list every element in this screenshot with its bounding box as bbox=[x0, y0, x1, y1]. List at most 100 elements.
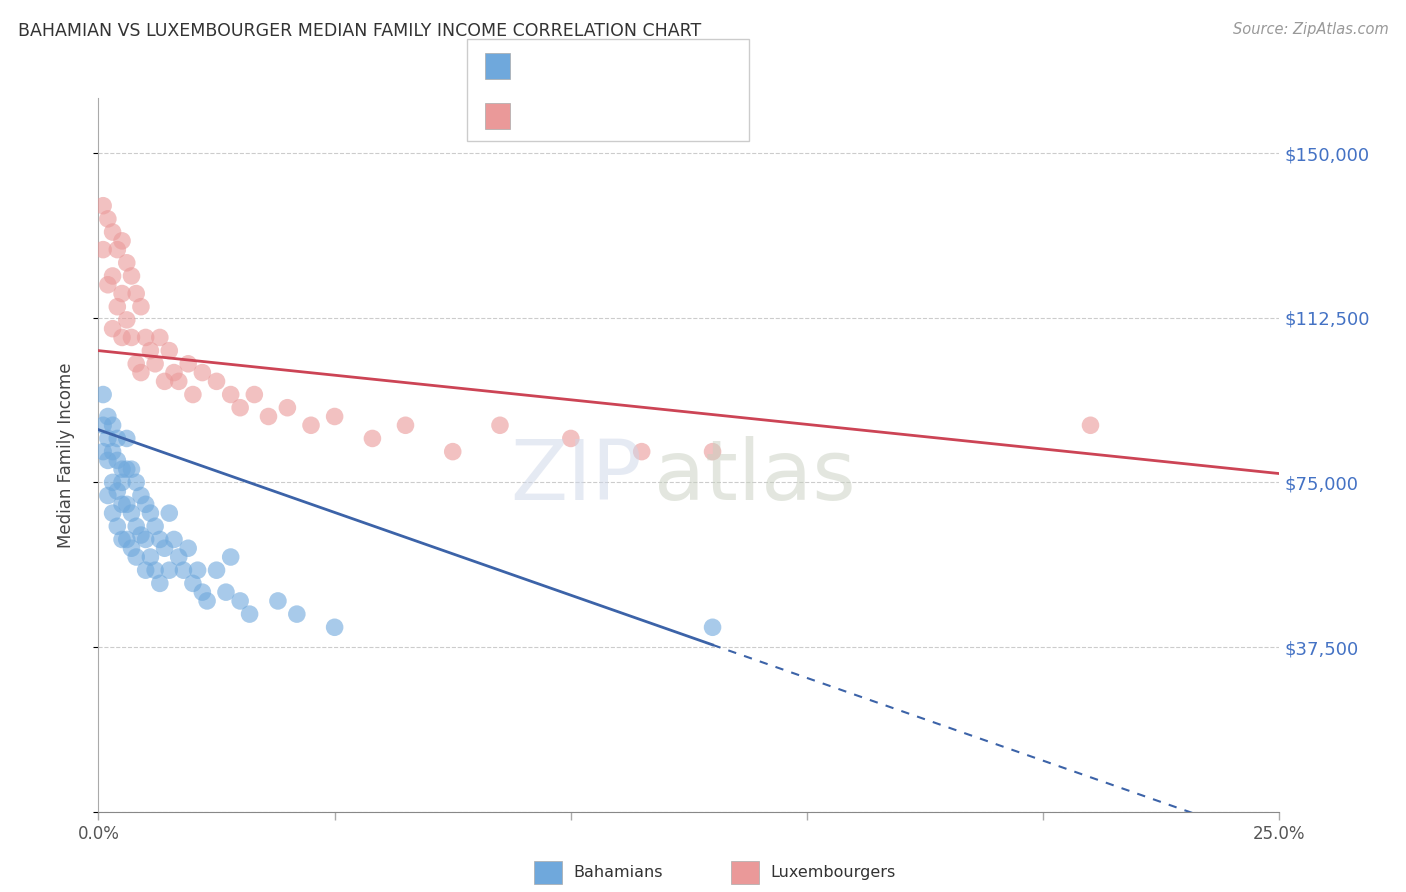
Text: ZIP: ZIP bbox=[510, 436, 641, 516]
Point bbox=[129, 528, 152, 542]
Point bbox=[105, 243, 128, 257]
Point bbox=[167, 375, 190, 389]
Point bbox=[215, 585, 238, 599]
Text: R =: R = bbox=[524, 107, 564, 125]
Point bbox=[105, 453, 128, 467]
Point bbox=[101, 506, 124, 520]
Point bbox=[97, 409, 120, 424]
Point bbox=[489, 418, 512, 433]
Point bbox=[125, 519, 148, 533]
Point bbox=[91, 444, 114, 458]
Point bbox=[219, 549, 242, 564]
Point bbox=[157, 563, 180, 577]
Text: Luxembourgers: Luxembourgers bbox=[770, 865, 896, 880]
Text: Source: ZipAtlas.com: Source: ZipAtlas.com bbox=[1233, 22, 1389, 37]
Point bbox=[149, 533, 172, 547]
Point bbox=[394, 418, 416, 433]
Point bbox=[111, 330, 134, 344]
Point bbox=[129, 366, 152, 380]
Point bbox=[323, 409, 346, 424]
Point bbox=[285, 607, 308, 621]
Point bbox=[177, 541, 200, 556]
Point bbox=[115, 533, 138, 547]
Point bbox=[125, 286, 148, 301]
Text: N =: N = bbox=[637, 57, 676, 75]
Point bbox=[105, 300, 128, 314]
Text: Bahamians: Bahamians bbox=[574, 865, 664, 880]
Point bbox=[111, 475, 134, 490]
Point bbox=[121, 462, 143, 476]
Point bbox=[101, 321, 124, 335]
Point bbox=[187, 563, 209, 577]
Point bbox=[257, 409, 280, 424]
Point bbox=[97, 453, 120, 467]
Point bbox=[125, 549, 148, 564]
Point bbox=[191, 585, 214, 599]
Point bbox=[125, 357, 148, 371]
Point bbox=[139, 549, 162, 564]
Point bbox=[219, 387, 242, 401]
Point bbox=[101, 418, 124, 433]
Point bbox=[111, 462, 134, 476]
Point bbox=[243, 387, 266, 401]
Point bbox=[630, 444, 652, 458]
Point bbox=[139, 506, 162, 520]
Point bbox=[135, 533, 157, 547]
Point bbox=[135, 330, 157, 344]
Point bbox=[149, 330, 172, 344]
Point bbox=[323, 620, 346, 634]
Point bbox=[111, 533, 134, 547]
Point bbox=[135, 563, 157, 577]
Point bbox=[129, 300, 152, 314]
Point bbox=[129, 489, 152, 503]
Point bbox=[143, 519, 166, 533]
Point bbox=[1080, 418, 1102, 433]
Point bbox=[560, 432, 582, 446]
Point bbox=[101, 225, 124, 239]
Point bbox=[177, 357, 200, 371]
Point bbox=[157, 343, 180, 358]
Point bbox=[181, 576, 204, 591]
Point bbox=[143, 357, 166, 371]
Point bbox=[195, 594, 218, 608]
Point bbox=[121, 506, 143, 520]
Point bbox=[153, 541, 176, 556]
Point bbox=[229, 401, 252, 415]
Point bbox=[441, 444, 464, 458]
Point bbox=[105, 519, 128, 533]
Point bbox=[125, 475, 148, 490]
Point bbox=[157, 506, 180, 520]
Point bbox=[91, 199, 114, 213]
Point bbox=[163, 533, 186, 547]
Point bbox=[115, 462, 138, 476]
Point bbox=[172, 563, 194, 577]
Point bbox=[91, 387, 114, 401]
Point bbox=[121, 330, 143, 344]
Text: 60: 60 bbox=[669, 57, 695, 75]
Text: BAHAMIAN VS LUXEMBOURGER MEDIAN FAMILY INCOME CORRELATION CHART: BAHAMIAN VS LUXEMBOURGER MEDIAN FAMILY I… bbox=[18, 22, 702, 40]
Point bbox=[91, 418, 114, 433]
Point bbox=[239, 607, 262, 621]
Point bbox=[267, 594, 290, 608]
Point bbox=[153, 375, 176, 389]
Point bbox=[111, 497, 134, 511]
Point bbox=[121, 268, 143, 283]
Point bbox=[702, 444, 724, 458]
Text: R =: R = bbox=[524, 57, 564, 75]
Point bbox=[191, 366, 214, 380]
Point bbox=[139, 343, 162, 358]
Point bbox=[105, 432, 128, 446]
Point bbox=[121, 541, 143, 556]
Point bbox=[143, 563, 166, 577]
Text: -0.422: -0.422 bbox=[560, 57, 624, 75]
Point bbox=[276, 401, 298, 415]
Point bbox=[181, 387, 204, 401]
Point bbox=[299, 418, 322, 433]
Point bbox=[167, 549, 190, 564]
Point bbox=[111, 234, 134, 248]
Text: N =: N = bbox=[637, 107, 676, 125]
Point bbox=[361, 432, 384, 446]
Text: atlas: atlas bbox=[654, 436, 855, 516]
Point bbox=[115, 256, 138, 270]
Point bbox=[115, 432, 138, 446]
